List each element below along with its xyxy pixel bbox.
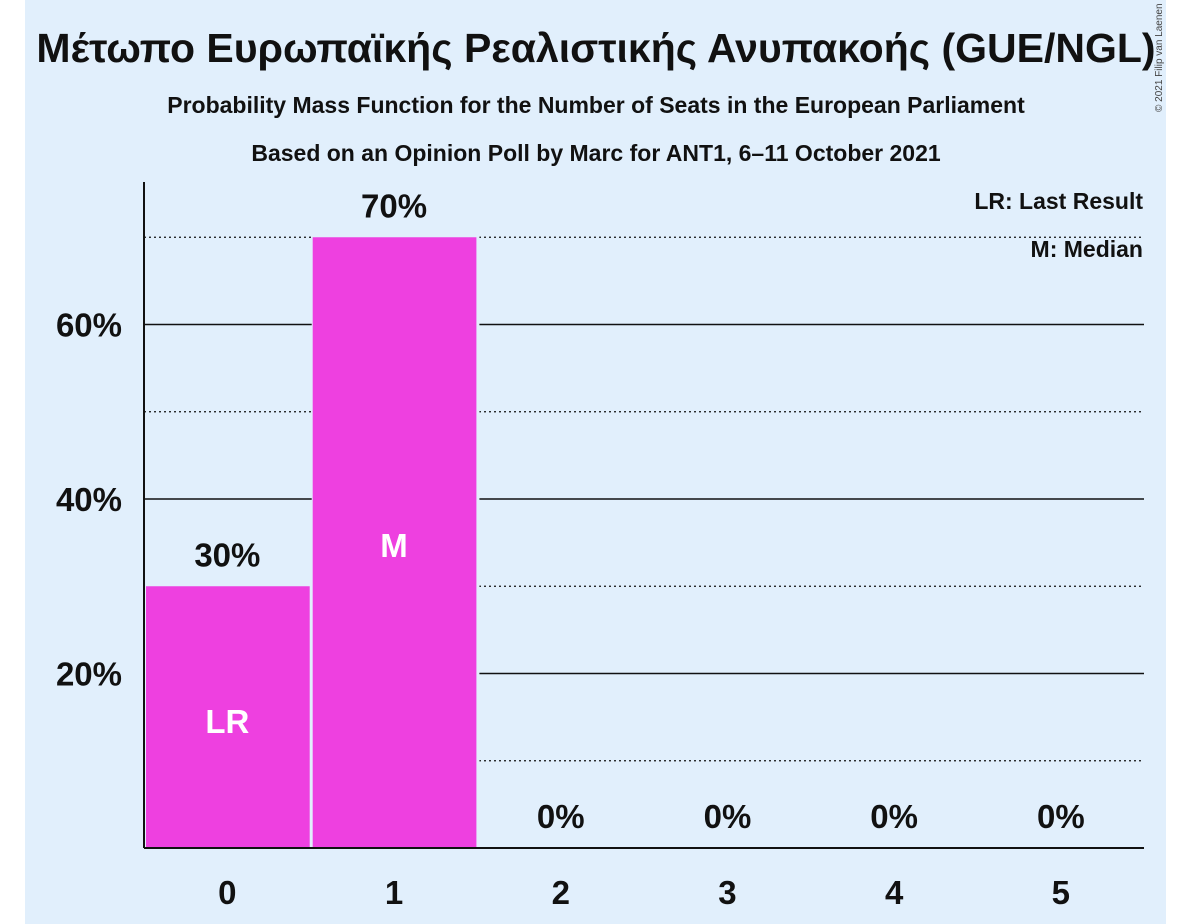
axes <box>143 182 1144 849</box>
bars <box>145 235 480 848</box>
bar-marker-label: LR <box>205 703 249 740</box>
x-tick-label: 4 <box>885 874 904 911</box>
legend-median: M: Median <box>1031 236 1143 262</box>
x-tick-label: 2 <box>552 874 570 911</box>
bar <box>146 586 310 848</box>
x-tick-label: 5 <box>1052 874 1070 911</box>
bar <box>312 237 477 848</box>
y-tick-label: 40% <box>56 481 122 518</box>
bar-value-label: 30% <box>194 536 260 573</box>
y-tick-label: 20% <box>56 656 122 693</box>
bar-value-label: 0% <box>704 798 752 835</box>
chart-subtitle-2: Based on an Opinion Poll by Marc for ANT… <box>251 140 941 166</box>
bar-value-label: 70% <box>361 187 427 224</box>
legend-last-result: LR: Last Result <box>974 188 1143 214</box>
bar-value-label: 0% <box>1037 798 1085 835</box>
chart-title: Μέτωπο Ευρωπαϊκής Ρεαλιστικής Ανυπακοής … <box>36 25 1155 71</box>
y-tick-label: 60% <box>56 307 122 344</box>
x-tick-label: 1 <box>385 874 403 911</box>
bar-marker-label: M <box>380 527 408 564</box>
x-tick-label: 3 <box>718 874 736 911</box>
chart-subtitle: Probability Mass Function for the Number… <box>167 92 1025 118</box>
bar-value-label: 0% <box>870 798 918 835</box>
bar-value-label: 0% <box>537 798 585 835</box>
x-tick-label: 0 <box>218 874 236 911</box>
copyright-notice: © 2021 Filip van Laenen <box>1154 3 1165 112</box>
